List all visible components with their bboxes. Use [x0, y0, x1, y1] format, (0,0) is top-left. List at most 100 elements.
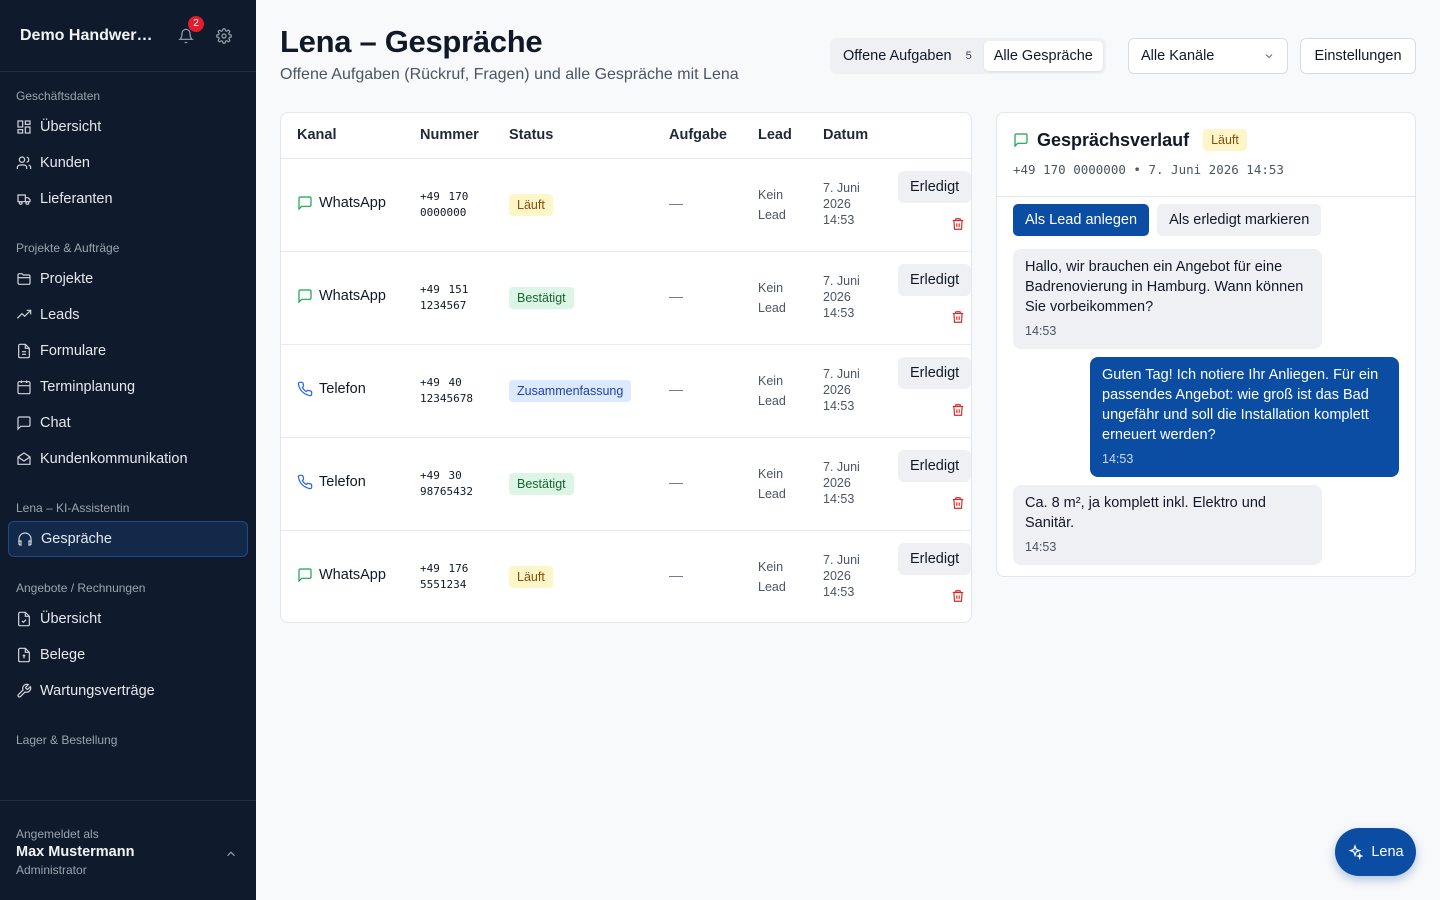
channel-label: Telefon — [319, 474, 366, 490]
task-count-badge: 5 — [965, 50, 972, 62]
settings-button[interactable]: Einstellungen — [1300, 38, 1416, 74]
table-row[interactable]: WhatsApp +49 170 0000000 Läuft — Kein Le… — [281, 159, 971, 252]
conversations-table: Kanal Nummer Status Aufgabe Lead Datum W… — [280, 112, 972, 623]
phone-number: +49 170 0000000 — [420, 190, 469, 219]
tab-offene-aufgaben[interactable]: Offene Aufgaben 5 — [833, 41, 984, 71]
sidebar-item-kunden[interactable]: Kunden — [8, 145, 248, 181]
sidebar-item-projekte[interactable]: Projekte — [8, 261, 248, 297]
mark-as-done-button[interactable]: Als erledigt markieren — [1157, 204, 1322, 236]
channel-select-value: Alle Kanäle — [1141, 48, 1215, 64]
message-incoming: Ca. 8 m², ja komplett inkl. Elektro und … — [1013, 485, 1322, 565]
table-row[interactable]: WhatsApp +49 176 5551234 Läuft — Kein Le… — [281, 531, 971, 622]
mark-done-button[interactable]: Erledigt — [898, 543, 971, 575]
status-badge: Läuft — [509, 566, 553, 588]
sidebar-item-angebote-uebersicht[interactable]: Übersicht — [8, 601, 248, 637]
lena-assistant-button[interactable]: Lena — [1335, 828, 1416, 876]
delete-button[interactable] — [951, 402, 965, 418]
sidebar-item-lieferanten[interactable]: Lieferanten — [8, 181, 248, 217]
notification-badge: 2 — [188, 15, 204, 32]
phone-icon — [297, 381, 313, 397]
mark-done-button[interactable]: Erledigt — [898, 171, 971, 203]
table-row[interactable]: Telefon +49 40 12345678 Zusammenfassung … — [281, 345, 971, 438]
sidebar-item-uebersicht[interactable]: Übersicht — [8, 109, 248, 145]
lead-cell: Kein Lead — [758, 374, 786, 408]
lead-cell: Kein Lead — [758, 281, 786, 315]
whatsapp-chat-icon — [298, 568, 312, 583]
channel-cell: WhatsApp — [297, 195, 386, 211]
sparkles-icon — [1348, 844, 1364, 860]
sidebar-item-label: Lieferanten — [40, 191, 113, 207]
company-name[interactable]: Demo Handwerksbetrieb — [20, 26, 160, 44]
users-icon — [16, 156, 32, 169]
section-title-lager: Lager & Bestellung — [16, 733, 118, 747]
message-incoming: Hallo, wir brauchen ein Angebot für eine… — [1013, 249, 1322, 349]
message-outgoing: Guten Tag! Ich notiere Ihr Anliegen. Für… — [1090, 357, 1399, 477]
sidebar-item-label: Kunden — [40, 155, 90, 171]
delete-button[interactable] — [951, 216, 965, 232]
phone-number: +49 40 12345678 — [420, 376, 473, 405]
detail-actions: Als Lead anlegen Als erledigt markieren — [1013, 204, 1322, 236]
folder-icon — [17, 273, 31, 285]
sidebar-item-wartungsvertraege[interactable]: Wartungsverträge — [8, 673, 248, 709]
whatsapp-chat-icon — [298, 289, 312, 304]
delete-button[interactable] — [951, 588, 965, 604]
mark-done-button[interactable]: Erledigt — [898, 264, 971, 296]
lead-cell: Kein Lead — [758, 467, 786, 501]
phone-icon — [297, 474, 313, 490]
user-menu[interactable]: Angemeldet als Max Mustermann Administra… — [0, 800, 256, 900]
section-title-projekte: Projekte & Aufträge — [16, 241, 120, 255]
chevron-down-icon — [1265, 54, 1273, 59]
table-row[interactable]: Telefon +49 30 98765432 Bestätigt — Kein… — [281, 438, 971, 531]
detail-meta: +49 170 0000000 • 7. Juni 2026 14:53 — [1013, 162, 1284, 177]
message-time: 14:53 — [1102, 452, 1134, 466]
sidebar-item-label: Übersicht — [40, 611, 102, 627]
settings-gear-button[interactable] — [212, 24, 236, 48]
status-badge: Bestätigt — [509, 473, 574, 495]
channel-label: WhatsApp — [319, 567, 386, 583]
message-text: Ca. 8 m², ja komplett inkl. Elektro und … — [1025, 495, 1266, 531]
message-text: Guten Tag! Ich notiere Ihr Anliegen. Für… — [1102, 367, 1379, 443]
sidebar-item-kundenkommunikation[interactable]: Kundenkommunikation — [8, 441, 248, 477]
status-badge: Läuft — [509, 194, 553, 216]
sidebar-item-formulare[interactable]: Formulare — [8, 333, 248, 369]
notifications-button[interactable]: 2 — [174, 15, 204, 48]
page-title: Lena – Gespräche — [280, 24, 543, 59]
mark-done-button[interactable]: Erledigt — [898, 357, 971, 389]
sidebar-item-terminplanung[interactable]: Terminplanung — [8, 369, 248, 405]
section-title-lena: Lena – KI-Assistentin — [16, 501, 130, 515]
channel-label: Telefon — [319, 381, 366, 397]
chat-icon — [17, 416, 31, 431]
mark-done-button[interactable]: Erledigt — [898, 450, 971, 482]
trash-icon — [952, 404, 964, 416]
delete-button[interactable] — [951, 309, 965, 325]
task-cell: — — [669, 474, 683, 490]
sidebar-nav: Geschäftsdaten Übersicht Kunden Lieferan… — [0, 73, 256, 800]
fab-label: Lena — [1371, 844, 1404, 860]
col-aufgabe: Aufgabe — [669, 127, 727, 143]
truck-icon — [17, 194, 31, 205]
trash-icon — [952, 590, 964, 602]
sidebar-item-label: Belege — [40, 647, 86, 663]
phone-number: +49 176 5551234 — [420, 562, 469, 591]
sidebar-item-label: Kundenkommunikation — [40, 451, 188, 467]
conversation-detail-panel: Gesprächsverlauf Läuft +49 170 0000000 •… — [996, 112, 1416, 577]
table-row[interactable]: WhatsApp +49 151 1234567 Bestätigt — Kei… — [281, 252, 971, 345]
file-check-icon — [18, 611, 30, 627]
whatsapp-chat-icon — [298, 196, 312, 211]
create-lead-button[interactable]: Als Lead anlegen — [1013, 204, 1150, 236]
table-header: Kanal Nummer Status Aufgabe Lead Datum — [281, 113, 971, 159]
channel-select[interactable]: Alle Kanäle — [1128, 38, 1288, 74]
page-subtitle: Offene Aufgaben (Rückruf, Fragen) und al… — [280, 66, 739, 83]
sidebar-item-gespraeche[interactable]: Gespräche — [8, 521, 248, 557]
col-nummer: Nummer — [420, 127, 479, 143]
detail-title: Gesprächsverlauf — [1037, 129, 1190, 150]
phone-number: +49 30 98765432 — [420, 469, 473, 498]
chevron-up-icon — [227, 851, 235, 857]
channel-cell: Telefon — [297, 474, 366, 490]
delete-button[interactable] — [951, 495, 965, 511]
tab-alle-gespraeche[interactable]: Alle Gespräche — [983, 41, 1103, 71]
sidebar-item-chat[interactable]: Chat — [8, 405, 248, 441]
sidebar-item-leads[interactable]: Leads — [8, 297, 248, 333]
sidebar-item-belege[interactable]: Belege — [8, 637, 248, 673]
trash-icon — [952, 218, 964, 230]
